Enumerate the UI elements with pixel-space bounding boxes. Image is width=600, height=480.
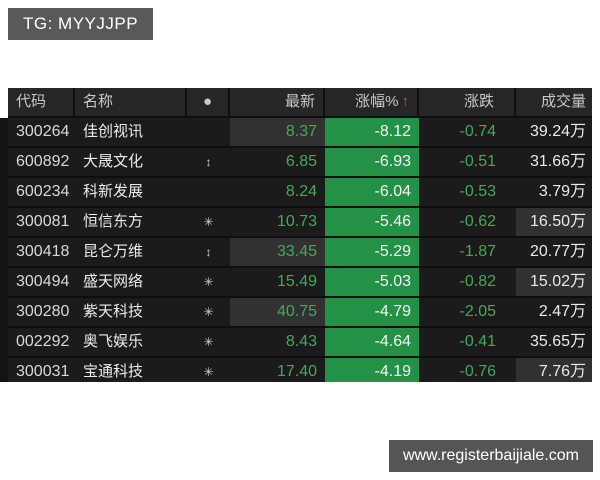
cell-stock-code: 300264 (16, 123, 70, 140)
cell-change-percent: -5.29 (325, 238, 419, 266)
cell-change-percent: -4.79 (325, 298, 419, 326)
cell-volume: 20.77万 (529, 243, 586, 260)
cell-stock-code: 600892 (16, 153, 70, 170)
cell-change: -0.53 (459, 183, 496, 200)
margin-flag-icon: ↕ (205, 245, 212, 259)
cell-change: -0.74 (459, 123, 496, 140)
cell-stock-name: 科新发展 (83, 183, 144, 200)
cell-stock-code: 300280 (16, 303, 70, 320)
cell-stock-code: 002292 (16, 333, 70, 350)
cell-stock-name: 盛天网络 (83, 273, 144, 290)
cell-change-percent: -5.46 (325, 208, 419, 236)
cell-last-price: 8.37 (230, 118, 325, 146)
cell-volume: 15.02万 (516, 268, 592, 296)
column-header-name[interactable]: 名称 (75, 88, 187, 116)
margin-flag-icon (187, 178, 230, 206)
column-header-last[interactable]: 最新 (230, 88, 325, 116)
cell-stock-name: 宝通科技 (83, 363, 144, 380)
stock-row[interactable]: 300418 昆仑万维 ↕ 33.45 -5.29 -1.87 20.77万 (8, 238, 592, 268)
stock-row[interactable]: 300264 佳创视讯 8.37 -8.12 -0.74 39.24万 (8, 118, 592, 148)
margin-flag-icon: ↕ (205, 155, 212, 169)
cell-stock-name: 紫天科技 (83, 303, 144, 320)
cell-change-percent: -6.04 (325, 178, 419, 206)
stock-row[interactable]: 300280 紫天科技 ✳ 40.75 -4.79 -2.05 2.47万 (8, 298, 592, 328)
cell-last-price: 8.24 (285, 183, 317, 200)
margin-flag-icon: ✳ (203, 305, 214, 319)
sort-ascending-icon: ↑ (401, 93, 410, 110)
cell-volume: 35.65万 (529, 333, 586, 350)
cell-stock-name: 昆仑万维 (83, 243, 144, 260)
column-header-volume[interactable]: 成交量 (540, 93, 586, 110)
column-header-change-percent-label: 涨幅% (355, 93, 399, 110)
stock-row[interactable]: 002292 奥飞娱乐 ✳ 8.43 -4.64 -0.41 35.65万 (8, 328, 592, 358)
cell-stock-code: 300494 (16, 273, 70, 290)
cell-stock-name: 恒信东方 (83, 213, 144, 230)
column-header-change[interactable]: 涨跌 (419, 88, 516, 116)
cell-last-price: 33.45 (230, 238, 325, 266)
table-header-row: 代码 名称 ● 最新 涨幅% ↑ 涨跌 成交量 (8, 88, 592, 118)
site-watermark-text: www.registerbaijiale.com (402, 447, 579, 464)
stock-quote-table: 代码 名称 ● 最新 涨幅% ↑ 涨跌 成交量 300264 佳创视讯 8.37 … (8, 88, 592, 382)
cell-change-percent: -8.12 (325, 118, 419, 146)
cell-change: -0.82 (459, 273, 496, 290)
stock-row[interactable]: 600892 大晟文化 ↕ 6.85 -6.93 -0.51 31.66万 (8, 148, 592, 178)
stock-row[interactable]: 300494 盛天网络 ✳ 15.49 -5.03 -0.82 15.02万 (8, 268, 592, 298)
cell-change: -0.51 (459, 153, 496, 170)
stock-row[interactable]: 300031 宝通科技 ✳ 17.40 -4.19 -0.76 7.76万 (8, 358, 592, 382)
cell-change: -1.87 (459, 243, 496, 260)
site-watermark: www.registerbaijiale.com (388, 440, 593, 472)
cell-volume: 7.76万 (516, 358, 592, 382)
cell-last-price: 15.49 (276, 273, 317, 290)
cell-volume: 3.79万 (538, 183, 586, 200)
cell-change-percent: -4.64 (325, 328, 419, 356)
stock-row[interactable]: 600234 科新发展 8.24 -6.04 -0.53 3.79万 (8, 178, 592, 208)
tg-channel-watermark-text: TG: MYYJJPP (23, 14, 139, 33)
cell-change: -2.05 (459, 303, 496, 320)
cell-last-price: 6.85 (285, 153, 317, 170)
cell-stock-code: 300031 (16, 363, 70, 380)
cell-stock-code: 300081 (16, 213, 70, 230)
cell-volume: 2.47万 (538, 303, 586, 320)
cell-volume: 39.24万 (529, 123, 586, 140)
margin-flag-icon (187, 118, 230, 146)
margin-flag-icon: ✳ (203, 365, 214, 379)
cell-change: -0.62 (459, 213, 496, 230)
table-body: 300264 佳创视讯 8.37 -8.12 -0.74 39.24万 6008… (8, 118, 592, 382)
cell-stock-name: 佳创视讯 (83, 123, 144, 140)
cell-last-price: 8.43 (285, 333, 317, 350)
stock-row[interactable]: 300081 恒信东方 ✳ 10.73 -5.46 -0.62 16.50万 (8, 208, 592, 238)
cell-last-price: 17.40 (276, 363, 317, 380)
column-header-change-percent[interactable]: 涨幅% ↑ (325, 88, 419, 116)
cell-change: -0.41 (459, 333, 496, 350)
column-header-code[interactable]: 代码 (8, 88, 75, 116)
screen-edge-artifact (0, 118, 8, 382)
cell-change-percent: -4.19 (325, 358, 419, 382)
cell-stock-code: 300418 (16, 243, 70, 260)
cell-stock-name: 奥飞娱乐 (83, 333, 144, 350)
cell-last-price: 10.73 (276, 213, 317, 230)
margin-flag-icon: ✳ (203, 275, 214, 289)
cell-last-price: 40.75 (230, 298, 325, 326)
cell-change: -0.76 (459, 363, 496, 380)
cell-change-percent: -6.93 (325, 148, 419, 176)
cell-stock-name: 大晟文化 (83, 153, 144, 170)
cell-volume: 16.50万 (516, 208, 592, 236)
tg-channel-watermark: TG: MYYJJPP (8, 8, 154, 40)
cell-stock-code: 600234 (16, 183, 70, 200)
cell-change-percent: -5.03 (325, 268, 419, 296)
margin-flag-icon: ✳ (203, 335, 214, 349)
column-header-flag[interactable]: ● (187, 88, 230, 116)
margin-flag-icon: ✳ (203, 215, 214, 229)
cell-volume: 31.66万 (529, 153, 586, 170)
